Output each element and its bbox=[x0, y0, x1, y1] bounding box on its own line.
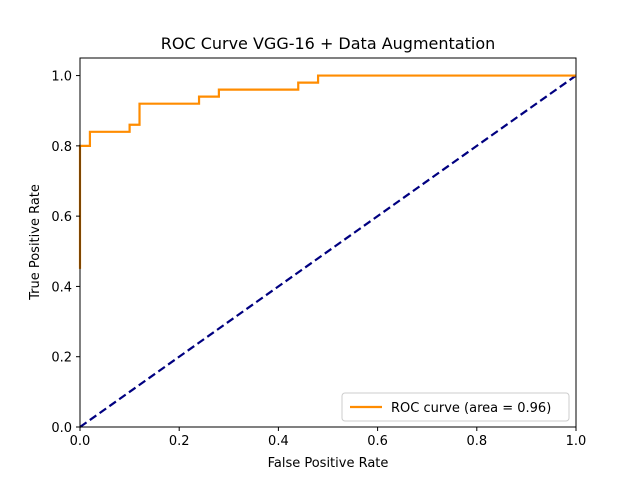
y-tick-label: 0.6 bbox=[51, 210, 72, 225]
x-axis-label: False Positive Rate bbox=[268, 456, 389, 471]
axes-frame bbox=[79, 57, 577, 428]
chance-line bbox=[79, 74, 577, 428]
y-axis-label: True Positive Rate bbox=[28, 184, 43, 301]
axis-ticks: 0.0 0.2 0.4 0.6 0.8 1.0 0.0 0.2 0.4 0.6 0.8 1.0 bbox=[51, 70, 586, 449]
x-tick-label: 1.0 bbox=[566, 434, 587, 449]
y-tick-label: 0.2 bbox=[51, 351, 72, 366]
x-tick-label: 0.6 bbox=[367, 434, 388, 449]
x-tick-label: 0.0 bbox=[70, 434, 91, 449]
y-tick-label: 0.4 bbox=[51, 280, 72, 295]
roc-curve-line bbox=[78, 74, 576, 269]
y-tick-label: 1.0 bbox=[51, 70, 72, 85]
x-tick-label: 0.2 bbox=[169, 434, 190, 449]
legend: ROC curve (area = 0.96) bbox=[341, 392, 570, 422]
plot-area bbox=[78, 74, 577, 428]
legend-box bbox=[341, 392, 570, 422]
y-tick-label: 0.0 bbox=[51, 421, 72, 436]
legend-label-roc: ROC curve (area = 0.96) bbox=[391, 401, 551, 416]
y-tick-label: 0.8 bbox=[51, 140, 72, 155]
chart-title: ROC Curve VGG-16 + Data Augmentation bbox=[161, 34, 496, 53]
x-tick-label: 0.4 bbox=[268, 434, 289, 449]
x-tick-label: 0.8 bbox=[466, 434, 487, 449]
